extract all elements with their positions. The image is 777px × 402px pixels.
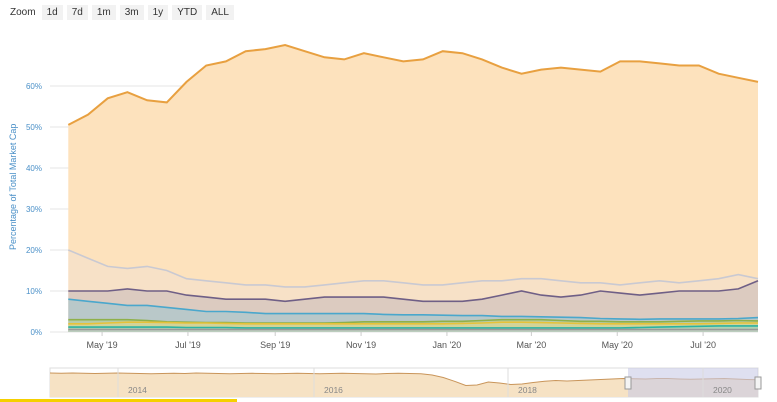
zoom-3m-button[interactable]: 3m xyxy=(119,4,144,20)
x-tick-label: Nov '19 xyxy=(346,340,376,350)
navigator-tick-label: 2020 xyxy=(713,385,732,395)
zoom-7d-button[interactable]: 7d xyxy=(66,4,88,20)
zoom-ytd-button[interactable]: YTD xyxy=(172,4,203,20)
y-tick-labels: 0% 10% 20% 30% 40% 50% 60% xyxy=(26,82,42,337)
series-line-yellow xyxy=(68,321,758,325)
y-tick-label: 10% xyxy=(26,287,42,296)
series-area-btc xyxy=(68,45,759,332)
series-line-purple xyxy=(68,280,759,303)
zoom-1d-button[interactable]: 1d xyxy=(41,4,63,20)
x-tick-label: Mar '20 xyxy=(517,340,547,350)
y-tick-label: 50% xyxy=(26,123,42,132)
bottom-accent-bar xyxy=(0,399,237,402)
series-line-teal xyxy=(68,325,758,329)
series-areas xyxy=(68,45,759,332)
x-tick-labels: May '19 Jul '19 Sep '19 Nov '19 Jan '20 Mar '… xyxy=(86,332,716,350)
y-tick-label: 30% xyxy=(26,205,42,214)
navigator-right-handle[interactable] xyxy=(754,376,762,390)
x-tick-label: Jan '20 xyxy=(433,340,462,350)
navigator-selection xyxy=(628,368,758,397)
y-tick-label: 40% xyxy=(26,164,42,173)
x-tick-label: May '20 xyxy=(602,340,633,350)
navigator-tick-label: 2014 xyxy=(128,385,147,395)
zoom-1y-button[interactable]: 1y xyxy=(147,4,169,20)
navigator-left-handle[interactable] xyxy=(624,376,632,390)
zoom-all-button[interactable]: ALL xyxy=(206,4,234,20)
series-line-btc xyxy=(67,43,759,126)
y-tick-label: 0% xyxy=(30,328,42,337)
navigator: 2014 2016 2018 2020 xyxy=(49,367,762,398)
y-tick-label: 20% xyxy=(26,246,42,255)
navigator-tick-label: 2018 xyxy=(518,385,537,395)
x-tick-label: Jul '20 xyxy=(690,340,716,350)
x-tick-label: May '19 xyxy=(86,340,117,350)
series-line-eth xyxy=(67,249,759,288)
zoom-bar: Zoom 1d 7d 1m 3m 1y YTD ALL xyxy=(10,4,238,20)
navigator-tick-label: 2016 xyxy=(324,385,343,395)
series-lines xyxy=(67,43,759,331)
y-tick-label: 60% xyxy=(26,82,42,91)
zoom-label: Zoom xyxy=(10,6,36,18)
series-line-cyan xyxy=(68,298,759,321)
navigator-area xyxy=(50,373,758,397)
x-tick-label: Jul '19 xyxy=(175,340,201,350)
x-tick-label: Sep '19 xyxy=(260,340,290,350)
zoom-1m-button[interactable]: 1m xyxy=(91,4,116,20)
